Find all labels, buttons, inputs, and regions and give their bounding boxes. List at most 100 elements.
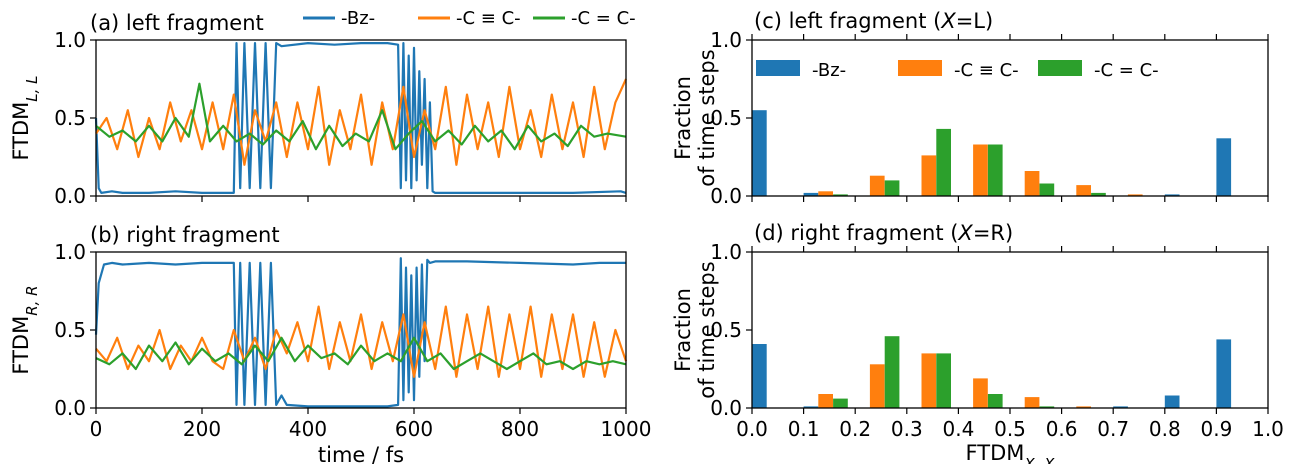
bar-double — [884, 336, 900, 408]
bar-bz — [803, 406, 819, 408]
x-tick-label: 0.0 — [736, 417, 768, 441]
bar-double — [936, 128, 951, 196]
y-tick-label: 1.0 — [710, 28, 742, 52]
y-axis-label-sub: R, R — [23, 285, 41, 315]
bar-double — [987, 144, 1003, 196]
x-tick-label: 0.4 — [942, 417, 974, 441]
legend-label: -C = C- — [571, 8, 636, 29]
series-line-bz — [94, 41, 627, 194]
panel-title-var: X — [940, 9, 956, 33]
panel-title: (d) right fragment (X=R) — [754, 221, 1013, 245]
y-tick-label: 1.0 — [710, 240, 742, 264]
y-tick-label: 0.5 — [54, 318, 86, 342]
panel-title-var: X — [957, 221, 973, 245]
legend-swatch — [756, 60, 800, 76]
x-tick-label: 0.1 — [788, 417, 820, 441]
panel-c: 0.0 0.5 1.0 (c) left fragment (X=L) Fraction… — [671, 9, 1269, 208]
bar-triple — [973, 378, 988, 408]
bar-triple — [1024, 171, 1040, 196]
panel-title-suffix: =L) — [956, 9, 994, 33]
panel-d: 0.0 0.5 1.0 0.0 0.1 0.2 0.3 0.4 0.5 0.6 0.7 0.8 0.9 1… — [671, 221, 1284, 464]
series-line-double — [95, 336, 627, 371]
series-line-triple — [95, 305, 628, 378]
bar-double — [987, 394, 1003, 408]
y-axis-label-1: Fraction — [671, 76, 695, 160]
legend-label: -C = C- — [1094, 60, 1159, 81]
axes-frame — [95, 251, 627, 409]
legend-label: -Bz- — [341, 8, 375, 29]
bar-double — [1039, 406, 1055, 408]
y-tick-label: 0.5 — [710, 318, 742, 342]
bar-triple — [921, 353, 937, 408]
bar-double — [1039, 183, 1055, 196]
bar-bz — [1113, 406, 1128, 408]
bar-bz — [1164, 194, 1180, 196]
panel-a: 0.0 0.5 1.0(a) left fragment -Bz- -C ≡ C- -C … — [9, 8, 636, 208]
x-axis-label-sub: X, X — [1023, 455, 1055, 464]
y-tick-label: 0.5 — [54, 106, 86, 130]
bar-bz — [803, 192, 819, 196]
bar-triple — [921, 155, 937, 196]
bar-triple — [1127, 194, 1143, 196]
x-tick-label: 0.3 — [891, 417, 923, 441]
bar-double — [1091, 192, 1106, 196]
x-tick-label: 0.2 — [839, 417, 871, 441]
legend-label: -C ≡ C- — [456, 8, 521, 29]
x-tick-label: 0.6 — [1046, 417, 1078, 441]
x-tick-label: 800 — [501, 417, 539, 441]
bar-triple — [818, 191, 833, 196]
bar-triple — [869, 175, 885, 196]
y-axis-label-1: Fraction — [671, 288, 695, 372]
x-tick-label: 200 — [183, 417, 221, 441]
y-tick-label: 1.0 — [54, 28, 86, 52]
panel-title: (b) right fragment — [90, 223, 280, 247]
bar-bz — [752, 344, 767, 408]
panel-title: (c) left fragment (X=L) — [754, 9, 993, 33]
x-axis-label-main: FTDM — [966, 441, 1025, 464]
y-axis-label-main: FTDM — [9, 102, 33, 161]
bar-bz — [1164, 395, 1180, 408]
bar-triple — [869, 364, 885, 408]
y-tick-label: 0.5 — [710, 106, 742, 130]
bar-triple — [818, 394, 833, 408]
y-axis-label-2: of time steps — [695, 261, 719, 398]
y-tick-label: 0.0 — [54, 396, 86, 420]
x-tick-label: 0.9 — [1200, 417, 1232, 441]
bar-double — [936, 353, 951, 408]
legend-swatch — [1038, 60, 1082, 76]
bar-double — [833, 194, 848, 196]
bar-bz — [752, 110, 767, 196]
y-axis-label-2: of time steps — [695, 49, 719, 186]
bar-bz — [1216, 339, 1232, 408]
x-tick-label: 1000 — [601, 417, 652, 441]
x-tick-label: 400 — [289, 417, 327, 441]
y-axis-label-main: FTDM — [9, 316, 33, 375]
bar-double — [833, 398, 848, 408]
x-tick-label: 0 — [90, 417, 103, 441]
x-tick-label: 1.0 — [1252, 417, 1284, 441]
y-axis-label: FTDML, L — [9, 75, 41, 160]
axes-frame — [751, 39, 1269, 197]
series-line-bz — [94, 257, 626, 408]
x-axis-label: time / fs — [318, 443, 404, 464]
x-tick-label: 0.8 — [1149, 417, 1181, 441]
bar-triple — [1024, 397, 1040, 408]
x-tick-label: 0.5 — [994, 417, 1026, 441]
panel-title-prefix: (d) right fragment ( — [754, 221, 958, 245]
x-tick-label: 0.7 — [1097, 417, 1129, 441]
bar-triple — [973, 144, 988, 196]
axes-frame — [95, 39, 627, 197]
y-axis-label-sub: L, L — [23, 75, 41, 101]
panel-title-prefix: (c) left fragment ( — [754, 9, 941, 33]
legend-label: -C ≡ C- — [954, 60, 1019, 81]
y-tick-label: 0.0 — [710, 184, 742, 208]
series-line-double — [95, 82, 627, 151]
bar-triple — [1076, 406, 1091, 408]
bar-bz — [1216, 138, 1232, 196]
legend-swatch — [898, 60, 942, 76]
bar-double — [884, 180, 900, 196]
y-tick-label: 0.0 — [54, 184, 86, 208]
y-axis-label: FTDMR, R — [9, 285, 41, 374]
x-axis-label: FTDMX, X — [966, 441, 1056, 464]
